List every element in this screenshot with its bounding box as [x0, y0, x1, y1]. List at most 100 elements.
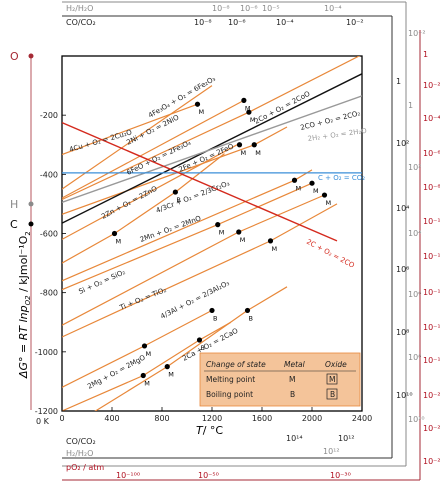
- transition-marker-label: M: [219, 229, 225, 237]
- transition-marker-label: M: [245, 104, 251, 112]
- series-line: [62, 103, 198, 156]
- right-h2-tick: 10⁸: [408, 353, 421, 362]
- legend-boiling-metal: B: [290, 390, 295, 399]
- right-po2-tick: 10⁻¹⁶: [423, 323, 440, 332]
- top-h2-tick: 10⁻⁸: [212, 4, 230, 13]
- right-po2-tick: 10⁻¹²: [423, 252, 440, 261]
- legend-row-melting: Melting point: [206, 375, 255, 384]
- transition-marker-label: M: [255, 149, 261, 157]
- transition-marker: [111, 230, 118, 237]
- pole-markers: O H C: [10, 50, 34, 410]
- pole-c-marker: [28, 221, 34, 227]
- transition-marker: [164, 364, 170, 370]
- right-h2-tick: 10⁶: [408, 290, 421, 299]
- y-tick-label: -1000: [35, 348, 58, 357]
- transition-marker-label: M: [241, 149, 247, 157]
- bottom-po2-ticks: 10⁻¹⁰⁰ 10⁻⁵⁰ 10⁻³⁰: [116, 471, 351, 480]
- y-tick-label: -1200: [35, 407, 58, 416]
- right-h2-ticks: 10⁻² 1 10² 10⁴ 10⁶ 10⁸ 10¹⁰: [408, 29, 426, 424]
- right-po2-tick: 10⁻²⁴: [423, 457, 440, 466]
- transition-marker: [196, 337, 203, 343]
- right-po2-tick: 10⁻¹⁰: [423, 217, 440, 226]
- transition-marker-label: M: [272, 245, 278, 253]
- transition-marker-label: B: [176, 196, 180, 204]
- right-h2-tick: 10²: [408, 163, 421, 172]
- bottom-po2-label: pO₂ / atm: [66, 463, 104, 472]
- right-po2-tick: 10⁻²: [423, 81, 440, 90]
- transition-marker-label: M: [144, 380, 150, 388]
- transition-marker: [241, 97, 247, 103]
- transition-marker-label: M: [146, 350, 152, 358]
- transition-marker: [236, 229, 242, 235]
- transition-marker-label: B: [201, 344, 205, 352]
- right-po2-tick: 10⁻¹⁸: [423, 356, 440, 365]
- top-h2-tick: 10⁻⁶: [240, 4, 258, 13]
- scale-frames: [62, 1, 421, 481]
- x-tick-label: 2400: [352, 414, 372, 423]
- transition-marker: [291, 177, 298, 183]
- right-co-tick: 1: [396, 77, 401, 86]
- right-co-ticks: 1 10² 10⁴ 10⁶ 10⁸ 10¹⁰: [396, 77, 413, 400]
- bottom-co-tick: 10¹²: [338, 434, 355, 443]
- top-h2-tick: 10⁻⁵: [262, 4, 280, 13]
- top-co-label: CO/CO₂: [66, 18, 96, 27]
- right-po2-tick: 1: [423, 50, 428, 59]
- right-co-tick: 10⁸: [396, 328, 409, 337]
- pole-h-marker: [28, 201, 34, 207]
- x-tick-label: 0: [59, 414, 64, 423]
- x-tick-label: 400: [104, 414, 119, 423]
- top-co-tick: 10⁻⁴: [276, 18, 294, 27]
- legend-header-metal: Metal: [284, 360, 306, 369]
- legend-boiling-oxide: B: [330, 390, 335, 399]
- pole-o-label: O: [10, 50, 19, 63]
- right-h2-tick: 10⁻²: [408, 29, 426, 38]
- series-line: [62, 144, 238, 240]
- bottom-co-ticks: 10¹⁴ 10¹²: [286, 434, 355, 443]
- transition-marker: [251, 142, 257, 148]
- right-po2-tick: 10⁻²⁰: [423, 391, 440, 400]
- transition-marker: [321, 192, 328, 198]
- bottom-h2-tick: 10¹²: [323, 447, 340, 456]
- transition-marker-label: M: [199, 108, 205, 116]
- right-co-tick: 10²: [396, 139, 409, 148]
- legend-box: [199, 352, 361, 407]
- pole-c-label: C: [10, 218, 18, 231]
- legend-melting-oxide-box: [326, 373, 338, 385]
- x-tick-label: 800: [154, 414, 169, 423]
- bottom-po2-tick: 10⁻⁵⁰: [198, 471, 219, 480]
- x-tick-label: 1200: [202, 414, 222, 423]
- top-co-ticks: 10⁻⁸ 10⁻⁶ 10⁻⁴ 10⁻²: [194, 18, 364, 27]
- y-tick-label: -400: [40, 170, 58, 179]
- legend-boiling-oxide-box: [326, 388, 338, 400]
- top-co-tick: 10⁻⁸: [194, 18, 212, 27]
- x-axis-title: T/ °C: [196, 424, 223, 437]
- top-h2-tick: 10⁻⁴: [324, 4, 342, 13]
- zero-kelvin-label: 0 K: [36, 417, 50, 426]
- y-tick-label: -800: [40, 289, 58, 298]
- legend-melting-oxide: M: [329, 375, 335, 384]
- bottom-co-label: CO/CO₂: [66, 437, 96, 446]
- y-tick-label: -600: [40, 230, 58, 239]
- series-line: [94, 286, 288, 411]
- series-line: [62, 321, 232, 411]
- right-co-tick: 10⁶: [396, 265, 409, 274]
- transition-marker-label: B: [249, 314, 253, 322]
- bottom-po2-tick: 10⁻¹⁰⁰: [116, 471, 140, 480]
- top-h2-label: H₂/H₂O: [66, 4, 93, 13]
- transition-marker-label: M: [313, 187, 319, 195]
- right-po2-ticks: 1 10⁻² 10⁻⁴ 10⁻⁶ 10⁻⁸ 10⁻¹⁰ 10⁻¹² 10⁻¹⁴ …: [423, 50, 440, 466]
- top-h2-ticks: 10⁻⁸ 10⁻⁶ 10⁻⁵ 10⁻⁴: [212, 4, 342, 13]
- bottom-h2-label: H₂/H₂O: [66, 449, 93, 458]
- transition-marker: [246, 109, 252, 115]
- pole-h-label: H: [10, 198, 18, 211]
- legend-row-boiling: Boiling point: [206, 390, 253, 399]
- right-po2-tick: 10⁻⁸: [423, 183, 440, 192]
- transition-marker: [215, 222, 221, 228]
- legend-header-change: Change of state: [206, 360, 266, 369]
- x-tick-label: 1600: [252, 414, 272, 423]
- x-tick-label: 2000: [302, 414, 322, 423]
- right-po2-tick: 10⁻²²: [423, 424, 440, 433]
- transition-marker: [172, 189, 178, 195]
